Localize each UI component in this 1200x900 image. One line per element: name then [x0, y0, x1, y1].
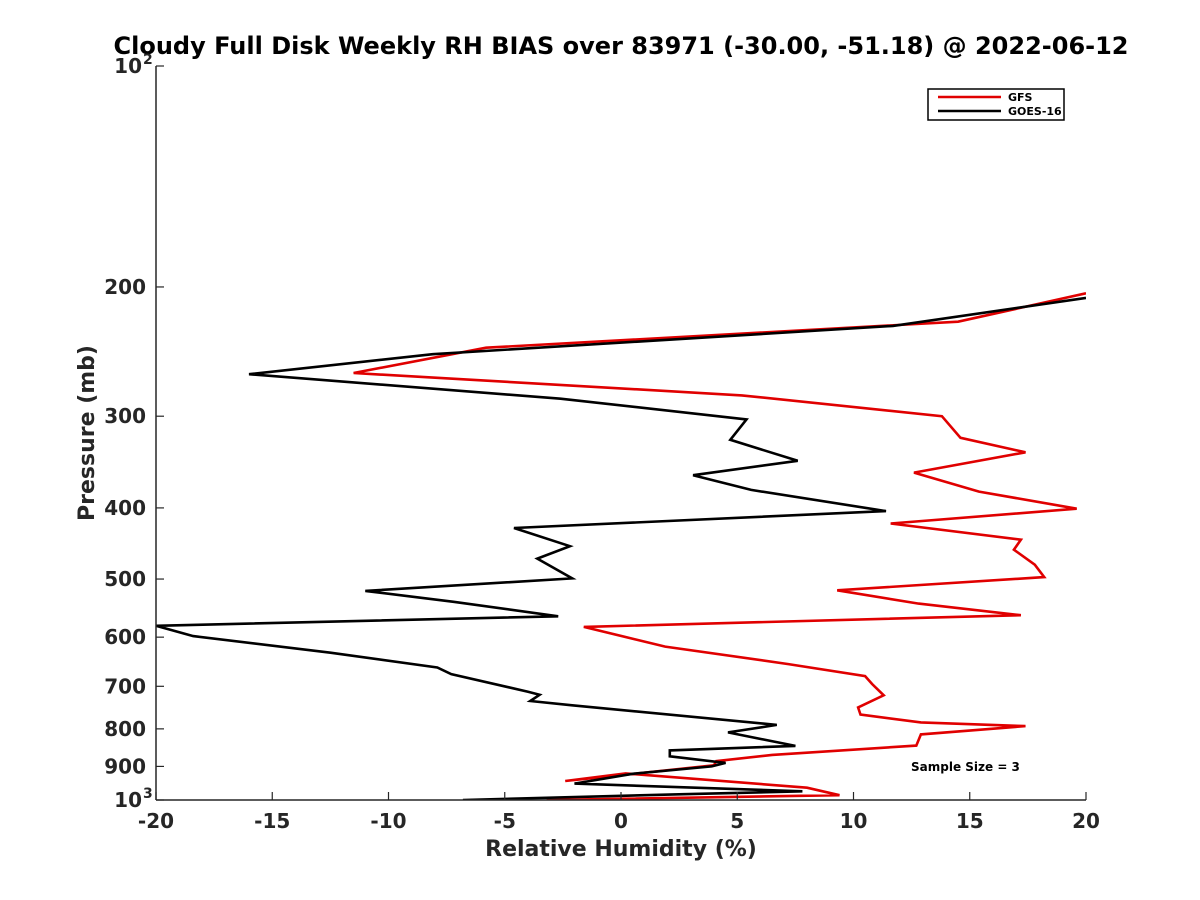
chart-title: Cloudy Full Disk Weekly RH BIAS over 839…	[114, 32, 1129, 60]
y-tick-label: 400	[104, 496, 146, 520]
sample-size-annotation: Sample Size = 3	[911, 760, 1020, 774]
y-axis-label: Pressure (mb)	[75, 345, 100, 521]
y-tick-label: 700	[104, 674, 146, 698]
y-tick-exponent: 3	[143, 786, 153, 802]
series-line-goes16	[156, 296, 1086, 800]
series-line-gfs	[353, 292, 1086, 800]
x-tick-label: 5	[730, 809, 744, 833]
y-tick-label: 200	[104, 275, 146, 299]
x-tick-label: 15	[956, 809, 984, 833]
x-tick-label: 0	[614, 809, 628, 833]
y-tick-label: 900	[104, 754, 146, 778]
legend-label-goes16: GOES-16	[1008, 105, 1062, 118]
legend: GFS GOES-16	[927, 88, 1065, 121]
y-tick-label: 600	[104, 625, 146, 649]
x-tick-label: -10	[370, 809, 406, 833]
x-tick-label: 20	[1072, 809, 1100, 833]
x-tick-label: -20	[138, 809, 174, 833]
x-tick-label: 10	[840, 809, 868, 833]
y-tick-label: 300	[104, 404, 146, 428]
x-tick-label: -15	[254, 809, 290, 833]
y-tick-label: 10	[114, 788, 142, 812]
y-tick-label: 800	[104, 717, 146, 741]
legend-label-gfs: GFS	[1008, 91, 1033, 104]
y-tick-label: 10	[114, 54, 142, 78]
x-axis-label: Relative Humidity (%)	[485, 837, 757, 862]
y-tick-label: 500	[104, 567, 146, 591]
x-tick-label: -5	[494, 809, 516, 833]
y-tick-exponent: 2	[143, 52, 153, 68]
legend-box	[927, 88, 1065, 121]
